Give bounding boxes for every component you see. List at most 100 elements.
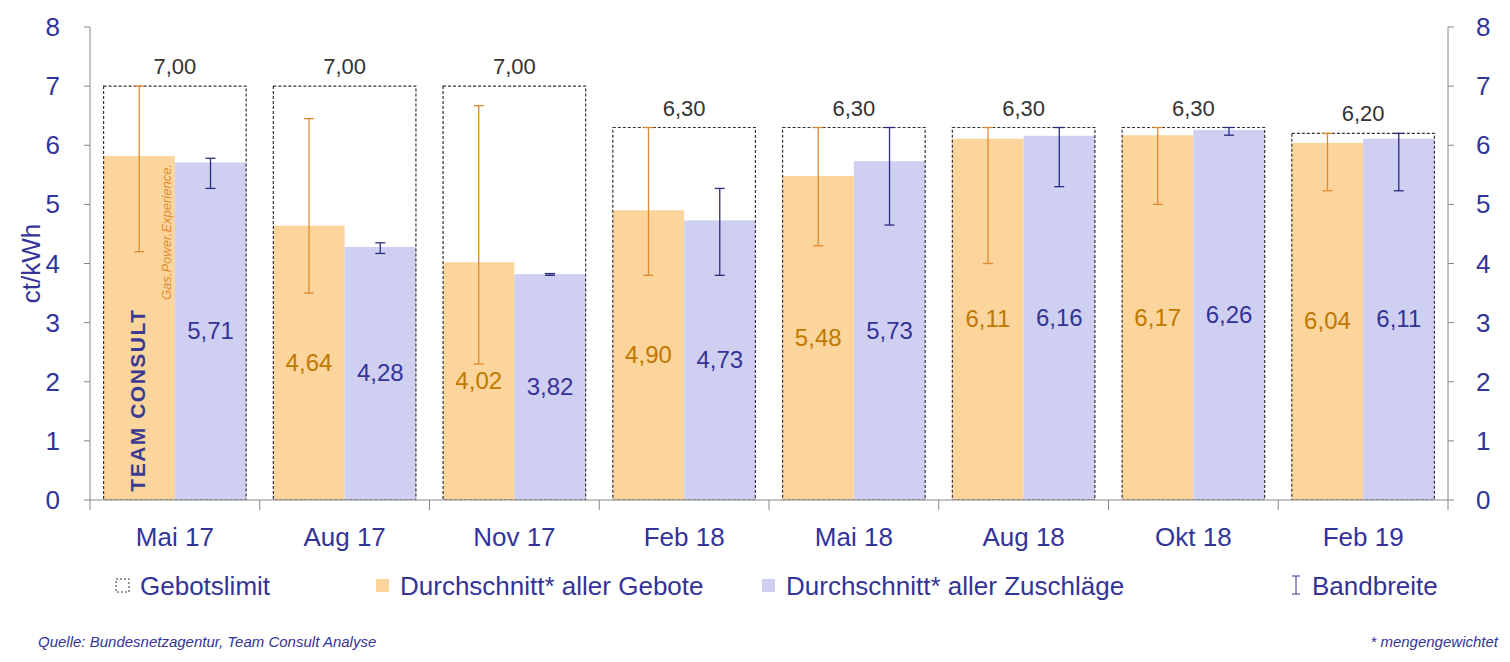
- y2-tick-label: 3: [1476, 308, 1490, 338]
- y-tick-label: 6: [46, 130, 60, 160]
- category-separator: [938, 500, 939, 510]
- x-tick-label: Feb 19: [1323, 522, 1404, 552]
- chart: 7,007,007,006,306,306,306,306,204,644,02…: [0, 0, 1510, 662]
- y2-tick-label: 1: [1476, 426, 1490, 456]
- bar: [1363, 139, 1434, 500]
- error-bar: [813, 128, 823, 246]
- data-label: 5,71: [187, 317, 234, 344]
- y-tick: [84, 381, 90, 382]
- y-tick: [84, 500, 90, 501]
- y2-tick-label: 7: [1476, 71, 1490, 101]
- y2-tick: [1448, 204, 1454, 205]
- error-cap: [375, 242, 385, 243]
- error-cap: [1322, 133, 1332, 134]
- error-line: [889, 128, 890, 226]
- category-separator: [259, 500, 260, 510]
- error-bar: [134, 86, 144, 252]
- legend-swatch: [1296, 576, 1297, 594]
- error-cap: [885, 224, 895, 225]
- error-line: [1398, 133, 1399, 190]
- y2-tick-label: 6: [1476, 130, 1490, 160]
- data-label: 6,16: [1036, 304, 1083, 331]
- y-tick: [84, 322, 90, 323]
- error-cap: [206, 188, 216, 189]
- limit-label: 6,30: [1172, 96, 1215, 121]
- plot-area: [104, 86, 1435, 500]
- error-line: [478, 106, 479, 364]
- data-label: 4,28: [357, 359, 404, 386]
- y-tick-label: 8: [46, 12, 60, 42]
- error-cap: [1322, 190, 1332, 191]
- y2-tick-label: 5: [1476, 189, 1490, 219]
- y2-tick: [1448, 145, 1454, 146]
- limit-label: 7,00: [153, 54, 196, 79]
- error-bar: [474, 106, 484, 364]
- category-separator: [1448, 500, 1449, 510]
- legend-label: Bandbreite: [1312, 571, 1438, 601]
- error-cap: [643, 275, 653, 276]
- bar: [175, 162, 246, 500]
- error-line: [818, 128, 819, 246]
- error-cap: [1054, 186, 1064, 187]
- limit-box: [443, 86, 586, 500]
- legend-swatch: [376, 579, 389, 592]
- category-separator: [1278, 500, 1279, 510]
- error-cap: [134, 251, 144, 252]
- bar: [1292, 143, 1363, 500]
- legend-swatch: [116, 579, 129, 592]
- legend-swatch: [762, 579, 775, 592]
- legend-label: Durchschnitt* aller Zuschläge: [786, 571, 1124, 601]
- limit-box: [104, 86, 247, 500]
- y2-tick-label: 4: [1476, 249, 1490, 279]
- data-label: 6,04: [1304, 307, 1351, 334]
- error-bar: [1153, 128, 1163, 205]
- data-label: 4,90: [625, 341, 672, 368]
- y2-tick-label: 0: [1476, 485, 1490, 515]
- x-tick-label: Aug 18: [982, 522, 1064, 552]
- limit-label: 6,30: [1002, 96, 1045, 121]
- source: Quelle: Bundesnetzagentur, Team Consult …: [38, 633, 376, 650]
- bar: [1024, 136, 1095, 500]
- y-tick: [84, 263, 90, 264]
- error-cap: [983, 263, 993, 264]
- error-bar: [206, 158, 216, 188]
- error-bar: [375, 243, 385, 254]
- error-cap: [1394, 190, 1404, 191]
- error-cap: [134, 85, 144, 86]
- y-tick-label: 4: [46, 249, 60, 279]
- error-cap: [1224, 135, 1234, 136]
- error-cap: [643, 127, 653, 128]
- error-cap: [813, 245, 823, 246]
- error-cap: [304, 292, 314, 293]
- legend-swatch: [1292, 594, 1300, 595]
- y2-tick: [1448, 381, 1454, 382]
- y2-tick: [1448, 263, 1454, 264]
- error-cap: [545, 275, 555, 276]
- error-bar: [545, 274, 555, 276]
- error-bar: [643, 128, 653, 276]
- bar: [514, 274, 585, 500]
- legend-swatch: [1292, 576, 1300, 577]
- error-line: [1327, 133, 1328, 190]
- x-tick-label: Mai 17: [136, 522, 214, 552]
- category-separator: [599, 500, 600, 510]
- logo-text: TEAM CONSULT: [126, 308, 149, 491]
- error-cap: [1153, 204, 1163, 205]
- error-line: [719, 188, 720, 275]
- y-tick: [84, 204, 90, 205]
- error-line: [210, 158, 211, 188]
- error-cap: [304, 118, 314, 119]
- limit-label: 6,20: [1342, 101, 1385, 126]
- error-cap: [1054, 127, 1064, 128]
- footnote: * mengengewichtet: [1370, 633, 1498, 650]
- data-label: 6,17: [1134, 304, 1181, 331]
- error-line: [308, 119, 309, 293]
- x-tick-label: Feb 18: [644, 522, 725, 552]
- category-separator: [769, 500, 770, 510]
- data-label: 4,64: [286, 349, 333, 376]
- y-tick-label: 0: [46, 485, 60, 515]
- y-tick: [84, 440, 90, 441]
- limit-box: [783, 128, 926, 500]
- limit-label: 7,00: [323, 54, 366, 79]
- error-bar: [885, 128, 895, 226]
